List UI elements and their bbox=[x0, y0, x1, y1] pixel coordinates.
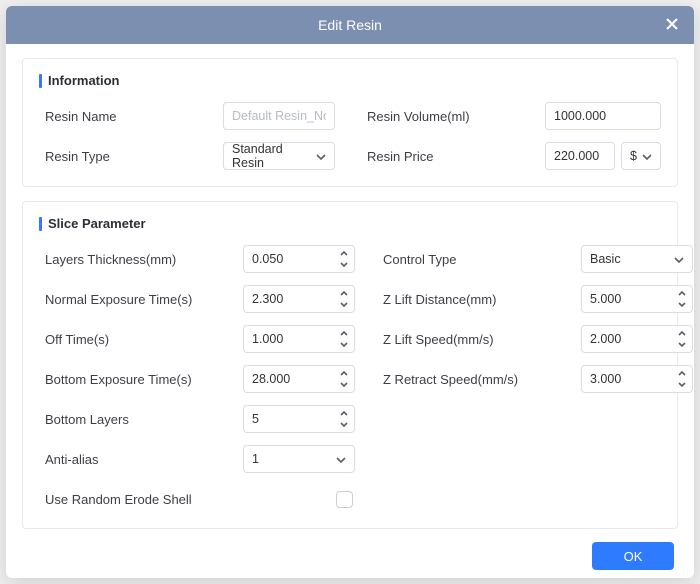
z-retract-speed-row: Z Retract Speed(mm/s) 3.000 bbox=[383, 365, 693, 393]
normal-exposure-row: Normal Exposure Time(s) 2.300 bbox=[45, 285, 355, 313]
control-type-select-value: Basic bbox=[590, 252, 621, 266]
chevron-down-icon bbox=[316, 149, 326, 163]
control-type-row-label: Control Type bbox=[383, 252, 573, 267]
resin-volume-input[interactable] bbox=[545, 102, 661, 130]
information-title: Information bbox=[39, 73, 661, 88]
z-lift-distance-stepper[interactable]: 5.000 bbox=[581, 285, 693, 313]
normal-exposure-stepper-value: 2.300 bbox=[252, 292, 338, 306]
z-lift-distance-row: Z Lift Distance(mm) 5.000 bbox=[383, 285, 693, 313]
bottom-exposure-row: Bottom Exposure Time(s) 28.000 bbox=[45, 365, 355, 393]
dialog-title: Edit Resin bbox=[318, 17, 382, 33]
z-lift-speed-stepper-value: 2.000 bbox=[590, 332, 676, 346]
resin-name-label: Resin Name bbox=[45, 109, 215, 124]
z-retract-speed-stepper[interactable]: 3.000 bbox=[581, 365, 693, 393]
chevron-down-icon bbox=[336, 452, 346, 466]
resin-type-row: Resin Type Standard Resin bbox=[45, 142, 339, 170]
spinner-up-icon[interactable] bbox=[676, 369, 688, 379]
chevron-down-icon bbox=[642, 149, 652, 163]
information-title-text: Information bbox=[48, 73, 120, 88]
anti-alias-row: Anti-alias 1 bbox=[45, 445, 355, 473]
normal-exposure-row-label: Normal Exposure Time(s) bbox=[45, 292, 235, 307]
z-lift-distance-row-label: Z Lift Distance(mm) bbox=[383, 292, 573, 307]
slice-title: Slice Parameter bbox=[39, 216, 661, 231]
random-erode-checkbox[interactable] bbox=[336, 491, 353, 508]
spinner-down-icon[interactable] bbox=[676, 340, 688, 350]
layers-thickness-stepper-value: 0.050 bbox=[252, 252, 338, 266]
z-lift-distance-stepper-value: 5.000 bbox=[590, 292, 676, 306]
spinner-down-icon[interactable] bbox=[338, 300, 350, 310]
spinner-down-icon[interactable] bbox=[338, 380, 350, 390]
resin-volume-label: Resin Volume(ml) bbox=[367, 109, 537, 124]
z-retract-speed-row-label: Z Retract Speed(mm/s) bbox=[383, 372, 573, 387]
spinner-down-icon[interactable] bbox=[676, 380, 688, 390]
off-time-stepper[interactable]: 1.000 bbox=[243, 325, 355, 353]
currency-select[interactable]: $ bbox=[621, 142, 661, 170]
control-type-select[interactable]: Basic bbox=[581, 245, 693, 273]
bottom-layers-row-label: Bottom Layers bbox=[45, 412, 235, 427]
anti-alias-row-label: Anti-alias bbox=[45, 452, 235, 467]
ok-button[interactable]: OK bbox=[592, 542, 674, 570]
spinner-down-icon[interactable] bbox=[338, 340, 350, 350]
spinner-down-icon[interactable] bbox=[676, 300, 688, 310]
normal-exposure-stepper[interactable]: 2.300 bbox=[243, 285, 355, 313]
spinner-up-icon[interactable] bbox=[676, 329, 688, 339]
chevron-down-icon bbox=[674, 252, 684, 266]
bottom-layers-stepper[interactable]: 5 bbox=[243, 405, 355, 433]
resin-name-input[interactable] bbox=[223, 102, 335, 130]
z-lift-speed-stepper[interactable]: 2.000 bbox=[581, 325, 693, 353]
bottom-exposure-stepper-value: 28.000 bbox=[252, 372, 338, 386]
z-lift-speed-row: Z Lift Speed(mm/s) 2.000 bbox=[383, 325, 693, 353]
z-retract-speed-stepper-value: 3.000 bbox=[590, 372, 676, 386]
random-erode-row-label: Use Random Erode Shell bbox=[45, 492, 235, 507]
bottom-exposure-stepper[interactable]: 28.000 bbox=[243, 365, 355, 393]
resin-price-row: Resin Price $ bbox=[367, 142, 661, 170]
close-icon bbox=[665, 17, 679, 34]
anti-alias-select-value: 1 bbox=[252, 452, 259, 466]
dialog-footer: OK bbox=[6, 534, 694, 578]
resin-type-select[interactable]: Standard Resin bbox=[223, 142, 335, 170]
anti-alias-select[interactable]: 1 bbox=[243, 445, 355, 473]
layers-thickness-row: Layers Thickness(mm) 0.050 bbox=[45, 245, 355, 273]
information-panel: Information Resin Name Resin Volume(ml) … bbox=[22, 58, 678, 187]
spinner-down-icon[interactable] bbox=[338, 260, 350, 270]
slice-parameter-panel: Slice Parameter Layers Thickness(mm) 0.05… bbox=[22, 201, 678, 529]
layers-thickness-row-label: Layers Thickness(mm) bbox=[45, 252, 235, 267]
off-time-stepper-value: 1.000 bbox=[252, 332, 338, 346]
resin-price-label: Resin Price bbox=[367, 149, 537, 164]
resin-price-input[interactable] bbox=[545, 142, 615, 170]
spinner-up-icon[interactable] bbox=[338, 289, 350, 299]
close-button[interactable] bbox=[660, 13, 684, 37]
accent-bar bbox=[39, 74, 42, 88]
dialog-body: Information Resin Name Resin Volume(ml) … bbox=[6, 44, 694, 534]
edit-resin-dialog: Edit Resin Information Resin Name bbox=[6, 6, 694, 578]
currency-value: $ bbox=[630, 149, 637, 163]
bottom-layers-stepper-value: 5 bbox=[252, 412, 338, 426]
random-erode-row: Use Random Erode Shell bbox=[45, 485, 355, 513]
spinner-up-icon[interactable] bbox=[338, 329, 350, 339]
spinner-up-icon[interactable] bbox=[338, 409, 350, 419]
spinner-up-icon[interactable] bbox=[338, 249, 350, 259]
off-time-row-label: Off Time(s) bbox=[45, 332, 235, 347]
slice-title-text: Slice Parameter bbox=[48, 216, 146, 231]
bottom-exposure-row-label: Bottom Exposure Time(s) bbox=[45, 372, 235, 387]
dialog-titlebar: Edit Resin bbox=[6, 6, 694, 44]
spinner-down-icon[interactable] bbox=[338, 420, 350, 430]
bottom-layers-row: Bottom Layers 5 bbox=[45, 405, 355, 433]
control-type-row: Control Type Basic bbox=[383, 245, 693, 273]
resin-type-label: Resin Type bbox=[45, 149, 215, 164]
off-time-row: Off Time(s) 1.000 bbox=[45, 325, 355, 353]
resin-name-row: Resin Name bbox=[45, 102, 339, 130]
accent-bar bbox=[39, 217, 42, 231]
resin-type-value: Standard Resin bbox=[232, 142, 316, 170]
resin-volume-row: Resin Volume(ml) bbox=[367, 102, 661, 130]
z-lift-speed-row-label: Z Lift Speed(mm/s) bbox=[383, 332, 573, 347]
spinner-up-icon[interactable] bbox=[676, 289, 688, 299]
spinner-up-icon[interactable] bbox=[338, 369, 350, 379]
layers-thickness-stepper[interactable]: 0.050 bbox=[243, 245, 355, 273]
